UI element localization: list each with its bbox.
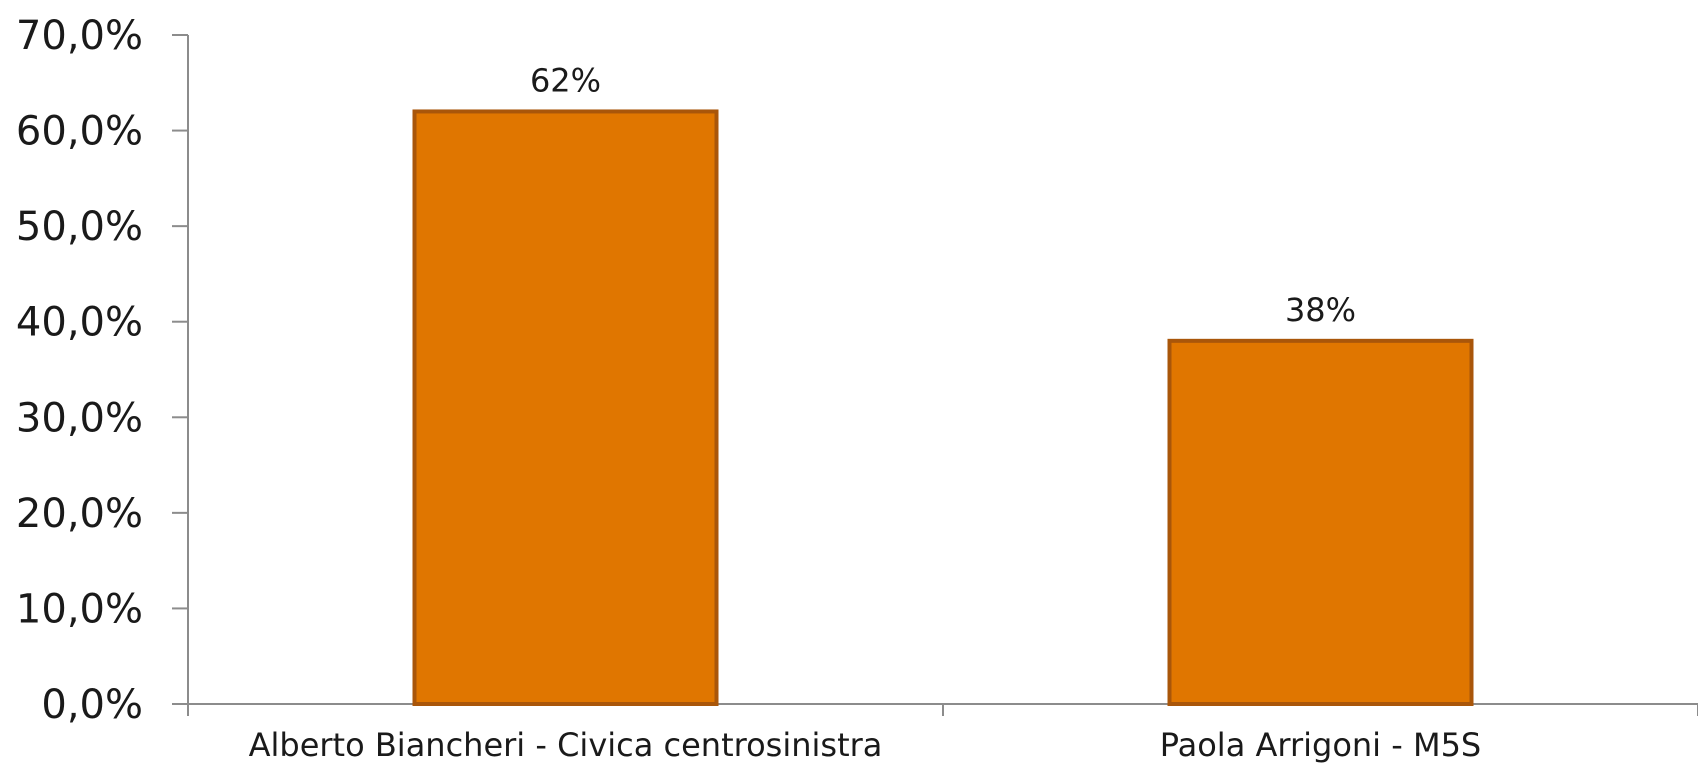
y-tick-label: 40,0% [16, 300, 143, 346]
bar [412, 109, 719, 706]
bar [1167, 338, 1474, 706]
y-tick-label: 50,0% [16, 204, 143, 250]
bar-value-label: 62% [530, 61, 601, 99]
y-tick-label: 30,0% [16, 395, 143, 441]
bars [412, 109, 1474, 706]
y-tick-label: 60,0% [16, 109, 143, 155]
y-tick-label: 70,0% [16, 13, 143, 59]
y-tick-label: 20,0% [16, 491, 143, 537]
bar-value-label: 38% [1285, 291, 1356, 329]
x-category-label: Paola Arrigoni - M5S [1160, 726, 1481, 764]
y-tick-label: 10,0% [16, 586, 143, 632]
y-axis: 0,0% 10,0% 20,0% 30,0% 40,0% 50,0% 60,0% 70,0% [16, 13, 189, 728]
y-tick-label: 0,0% [41, 682, 143, 728]
data-labels: 62% 38% [530, 61, 1356, 328]
x-category-label: Alberto Biancheri - Civica centrosinistr… [249, 726, 883, 764]
x-axis: Alberto Biancheri - Civica centrosinistr… [187, 703, 1698, 764]
